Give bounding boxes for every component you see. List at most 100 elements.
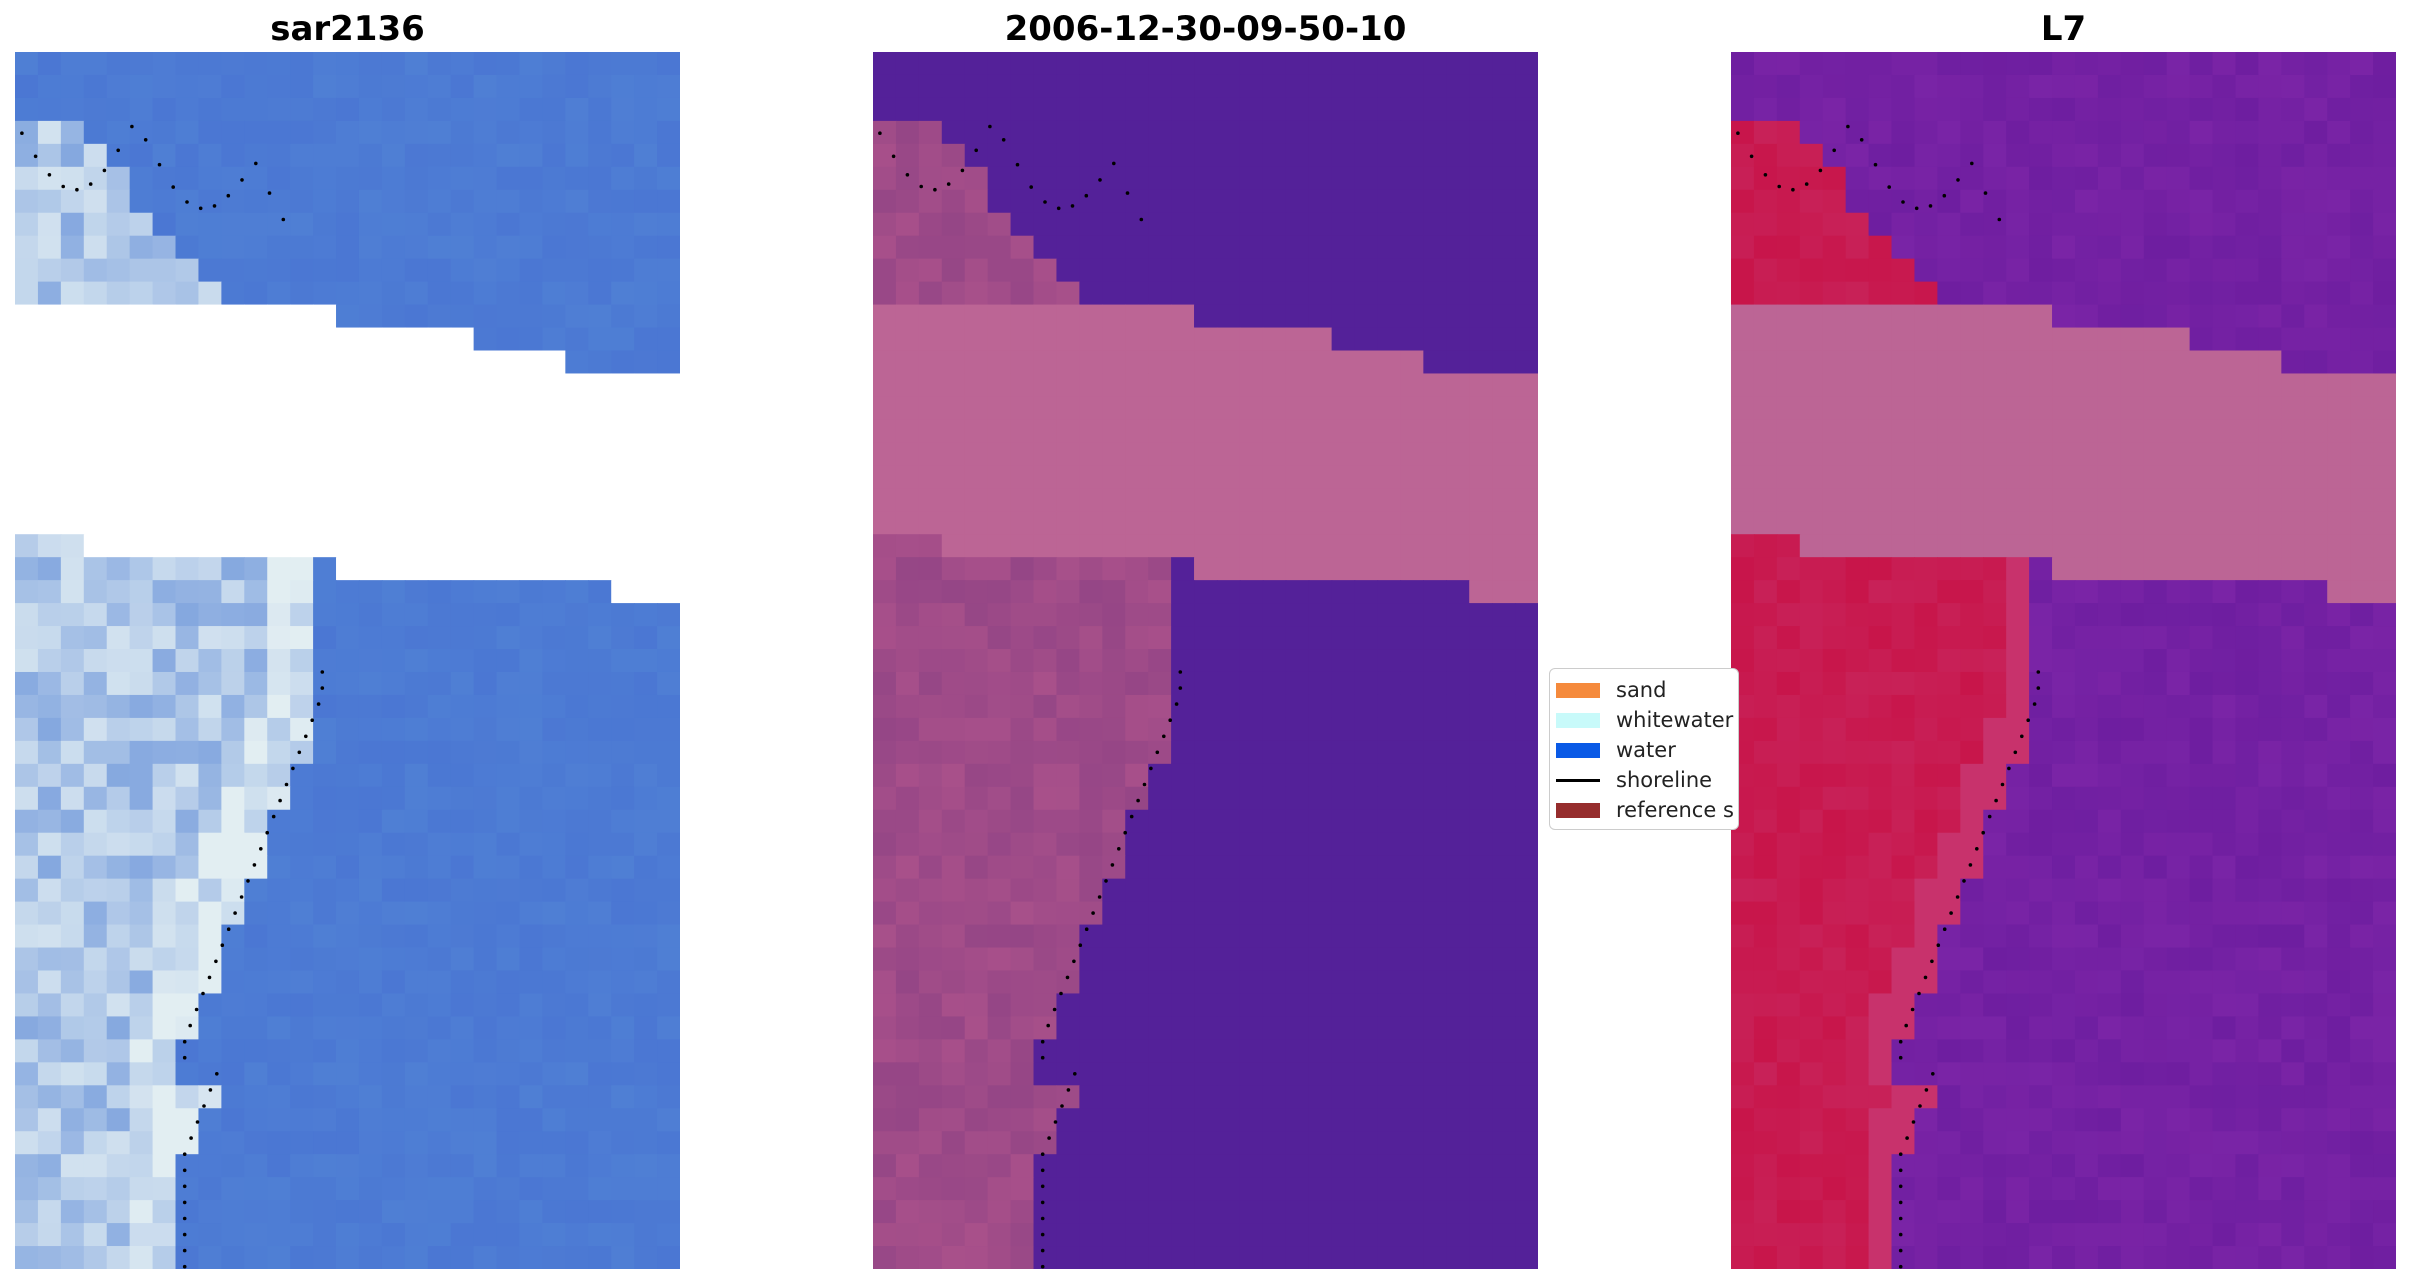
shoreline-point: [1736, 131, 1740, 135]
shoreline-point: [1047, 1136, 1051, 1140]
shoreline-point: [1098, 178, 1102, 182]
shoreline-point: [1129, 814, 1134, 819]
shoreline-point: [297, 750, 302, 755]
shoreline-point: [1997, 217, 2002, 222]
reference-swatch: [1556, 803, 1600, 818]
legend-item-reference-shoreline: reference s: [1550, 795, 1738, 825]
index-image-panel: [1731, 52, 2396, 1269]
shoreline-point: [1887, 185, 1891, 189]
shoreline-point: [88, 182, 93, 186]
water-swatch: [1556, 743, 1600, 758]
shoreline-point: [1914, 206, 1919, 211]
shoreline-point: [1125, 191, 1130, 195]
shoreline-point: [1073, 1072, 1077, 1076]
shoreline-point: [194, 1007, 199, 1012]
shoreline-point: [919, 184, 923, 189]
shoreline-point: [304, 734, 308, 739]
shoreline-point: [252, 863, 257, 867]
shoreline-point: [1136, 798, 1140, 803]
shoreline-point: [316, 702, 321, 706]
shoreline-point: [1917, 991, 1921, 996]
shoreline-point: [291, 766, 295, 771]
shoreline-point: [1942, 927, 1947, 931]
shoreline-point: [182, 1200, 187, 1205]
legend-label-shoreline: shoreline: [1616, 768, 1713, 792]
shoreline-point: [214, 959, 218, 964]
shoreline-point: [1968, 863, 1973, 867]
shoreline-point: [1936, 943, 1941, 947]
shoreline-point: [1066, 1088, 1071, 1092]
shoreline-point: [1749, 154, 1754, 159]
shoreline-point: [1040, 1216, 1045, 1221]
shoreline-point: [320, 686, 325, 690]
legend-item-shoreline: shoreline: [1550, 765, 1738, 795]
legend-item-whitewater: whitewater: [1550, 705, 1738, 735]
shoreline-point: [1901, 200, 1905, 204]
shoreline-point: [1911, 1120, 1916, 1124]
shoreline-point: [1168, 718, 1172, 722]
shoreline-point: [226, 193, 231, 198]
legend-item-water: water: [1550, 735, 1738, 765]
shoreline-point: [974, 148, 978, 153]
shoreline-point: [239, 895, 244, 899]
shoreline-point: [259, 847, 263, 851]
shoreline-point: [182, 1264, 187, 1269]
shoreline-point: [1931, 1072, 1935, 1076]
shoreline-point: [933, 187, 937, 192]
shoreline-point: [1040, 1184, 1045, 1189]
shoreline-point: [240, 178, 244, 182]
shoreline-point: [1110, 863, 1115, 867]
shoreline-point: [1052, 1007, 1057, 1012]
shoreline-point: [182, 1216, 187, 1221]
classified-image-panel: [873, 52, 1538, 1269]
shoreline-point: [1070, 204, 1075, 208]
shoreline-point: [1155, 750, 1160, 755]
shoreline-point: [246, 879, 250, 883]
shoreline-point: [1091, 911, 1095, 915]
shoreline-point: [130, 124, 134, 129]
shoreline-point: [1029, 185, 1033, 189]
shoreline-point: [207, 975, 212, 980]
shoreline-point: [198, 206, 203, 211]
shoreline-point: [310, 718, 315, 722]
shoreline-point: [1084, 193, 1089, 198]
shoreline-point: [1040, 1039, 1045, 1044]
shoreline-point: [1846, 124, 1850, 129]
shoreline-point: [1873, 162, 1878, 167]
shoreline-point: [1983, 191, 1988, 195]
shoreline-point: [1898, 1200, 1903, 1205]
legend-label-whitewater: whitewater: [1616, 708, 1734, 732]
shoreline-point: [267, 191, 272, 195]
shoreline-point: [1924, 1088, 1929, 1092]
shoreline-point: [226, 927, 231, 931]
shoreline-point: [1904, 1023, 1908, 1028]
shoreline-point: [1987, 814, 1992, 819]
shoreline-point: [1923, 975, 1928, 980]
shoreline-point: [1898, 1248, 1903, 1253]
shoreline-point: [1040, 1152, 1045, 1156]
shoreline-point: [1898, 1232, 1903, 1237]
shoreline-point: [61, 184, 65, 189]
shoreline-point: [182, 1152, 187, 1156]
shoreline-point: [2032, 702, 2037, 706]
shoreline-point: [2007, 766, 2011, 771]
shoreline-point: [1898, 1152, 1903, 1156]
shoreline-point: [1777, 184, 1781, 189]
sand-swatch: [1556, 683, 1600, 698]
shoreline-point: [1056, 206, 1061, 211]
shoreline-point: [1981, 830, 1985, 835]
shoreline-point: [284, 782, 289, 787]
shoreline-point: [1928, 204, 1933, 208]
shoreline-point: [1040, 1055, 1045, 1060]
shoreline-point: [1178, 686, 1183, 690]
shoreline-point: [1955, 895, 1960, 899]
whitewater-swatch: [1556, 713, 1600, 728]
shoreline-point: [208, 1088, 213, 1092]
panel-title-sar2136: sar2136: [270, 9, 425, 49]
shoreline-point: [102, 168, 107, 173]
shoreline-point: [171, 185, 175, 189]
shoreline-point: [182, 1184, 187, 1189]
legend-label-sand: sand: [1616, 678, 1667, 702]
panel-title-l7: L7: [2040, 9, 2087, 49]
shoreline-point: [201, 991, 205, 996]
